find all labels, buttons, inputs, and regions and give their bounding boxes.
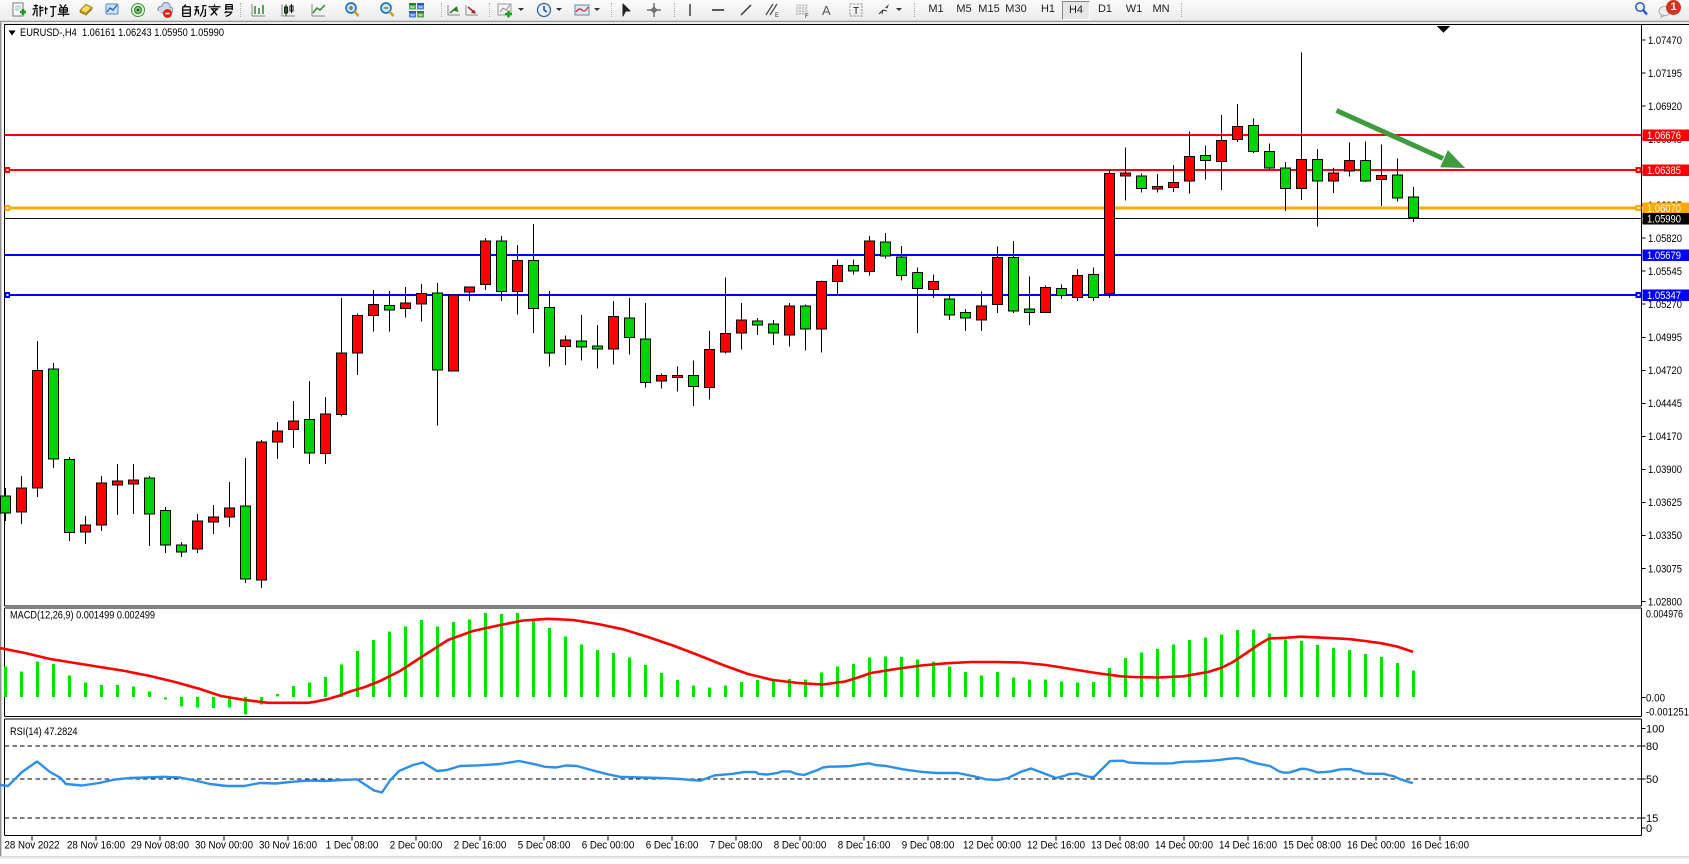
svg-text:EURUSD-,H4 1.06161 1.06243 1.: EURUSD-,H4 1.06161 1.06243 1.05950 1.059… [20,27,224,39]
svg-text:0.00: 0.00 [1646,693,1665,705]
svg-text:12 Dec 00:00: 12 Dec 00:00 [963,840,1021,852]
svg-text:1.06920: 1.06920 [1648,101,1682,113]
svg-text:13 Dec 08:00: 13 Dec 08:00 [1091,840,1149,852]
svg-text:1.05545: 1.05545 [1648,266,1682,278]
svg-text:28 Nov 2022: 28 Nov 2022 [5,840,60,852]
svg-text:1.05679: 1.05679 [1647,250,1681,262]
svg-text:14 Dec 16:00: 14 Dec 16:00 [1219,840,1277,852]
svg-text:1.06676: 1.06676 [1647,130,1681,142]
svg-text:8 Dec 00:00: 8 Dec 00:00 [774,840,827,852]
svg-text:T: T [853,6,859,17]
svg-text:1.04995: 1.04995 [1648,332,1682,344]
svg-text:5 Dec 08:00: 5 Dec 08:00 [518,840,571,852]
svg-text:16 Dec 16:00: 16 Dec 16:00 [1411,840,1469,852]
svg-text:-0.001251: -0.001251 [1646,707,1689,719]
svg-text:1.03075: 1.03075 [1648,563,1682,575]
svg-text:28 Nov 16:00: 28 Nov 16:00 [67,840,125,852]
svg-text:1.07195: 1.07195 [1648,68,1682,80]
svg-text:1.05820: 1.05820 [1648,233,1682,245]
svg-text:30 Nov 00:00: 30 Nov 00:00 [195,840,253,852]
svg-text:100: 100 [1646,724,1664,736]
svg-text:50: 50 [1646,774,1658,786]
svg-text:7 Dec 08:00: 7 Dec 08:00 [710,840,763,852]
svg-text:2 Dec 00:00: 2 Dec 00:00 [390,840,443,852]
svg-text:1.03625: 1.03625 [1648,497,1682,509]
svg-text:1.03900: 1.03900 [1648,464,1682,476]
svg-text:30 Nov 16:00: 30 Nov 16:00 [259,840,317,852]
svg-text:12 Dec 16:00: 12 Dec 16:00 [1027,840,1085,852]
svg-text:1.04720: 1.04720 [1648,365,1682,377]
svg-text:1.04445: 1.04445 [1648,398,1682,410]
svg-text:E: E [775,13,779,19]
svg-text:6 Dec 16:00: 6 Dec 16:00 [646,840,699,852]
svg-text:15 Dec 08:00: 15 Dec 08:00 [1283,840,1341,852]
svg-text:1.05347: 1.05347 [1647,290,1681,302]
svg-text:1.04170: 1.04170 [1648,431,1682,443]
svg-text:80: 80 [1646,741,1658,753]
svg-text:0: 0 [1646,823,1652,835]
svg-text:16 Dec 00:00: 16 Dec 00:00 [1347,840,1405,852]
svg-text:6 Dec 00:00: 6 Dec 00:00 [582,840,635,852]
svg-text:8 Dec 16:00: 8 Dec 16:00 [838,840,891,852]
svg-text:29 Nov 08:00: 29 Nov 08:00 [131,840,189,852]
svg-text:1.03350: 1.03350 [1648,530,1682,542]
svg-text:1.06385: 1.06385 [1647,165,1681,177]
svg-text:9 Dec 08:00: 9 Dec 08:00 [902,840,955,852]
svg-text:1.07470: 1.07470 [1648,35,1682,47]
svg-text:RSI(14) 47.2824: RSI(14) 47.2824 [10,726,78,738]
svg-text:F: F [805,14,809,19]
svg-text:2 Dec 16:00: 2 Dec 16:00 [454,840,507,852]
svg-text:1.05990: 1.05990 [1647,213,1681,225]
svg-text:1.02800: 1.02800 [1648,596,1682,608]
svg-text:1 Dec 08:00: 1 Dec 08:00 [326,840,379,852]
svg-text:14 Dec 00:00: 14 Dec 00:00 [1155,840,1213,852]
svg-text:MACD(12,26,9) 0.001499 0.00249: MACD(12,26,9) 0.001499 0.002499 [10,610,155,622]
svg-text:0.004976: 0.004976 [1646,609,1683,621]
